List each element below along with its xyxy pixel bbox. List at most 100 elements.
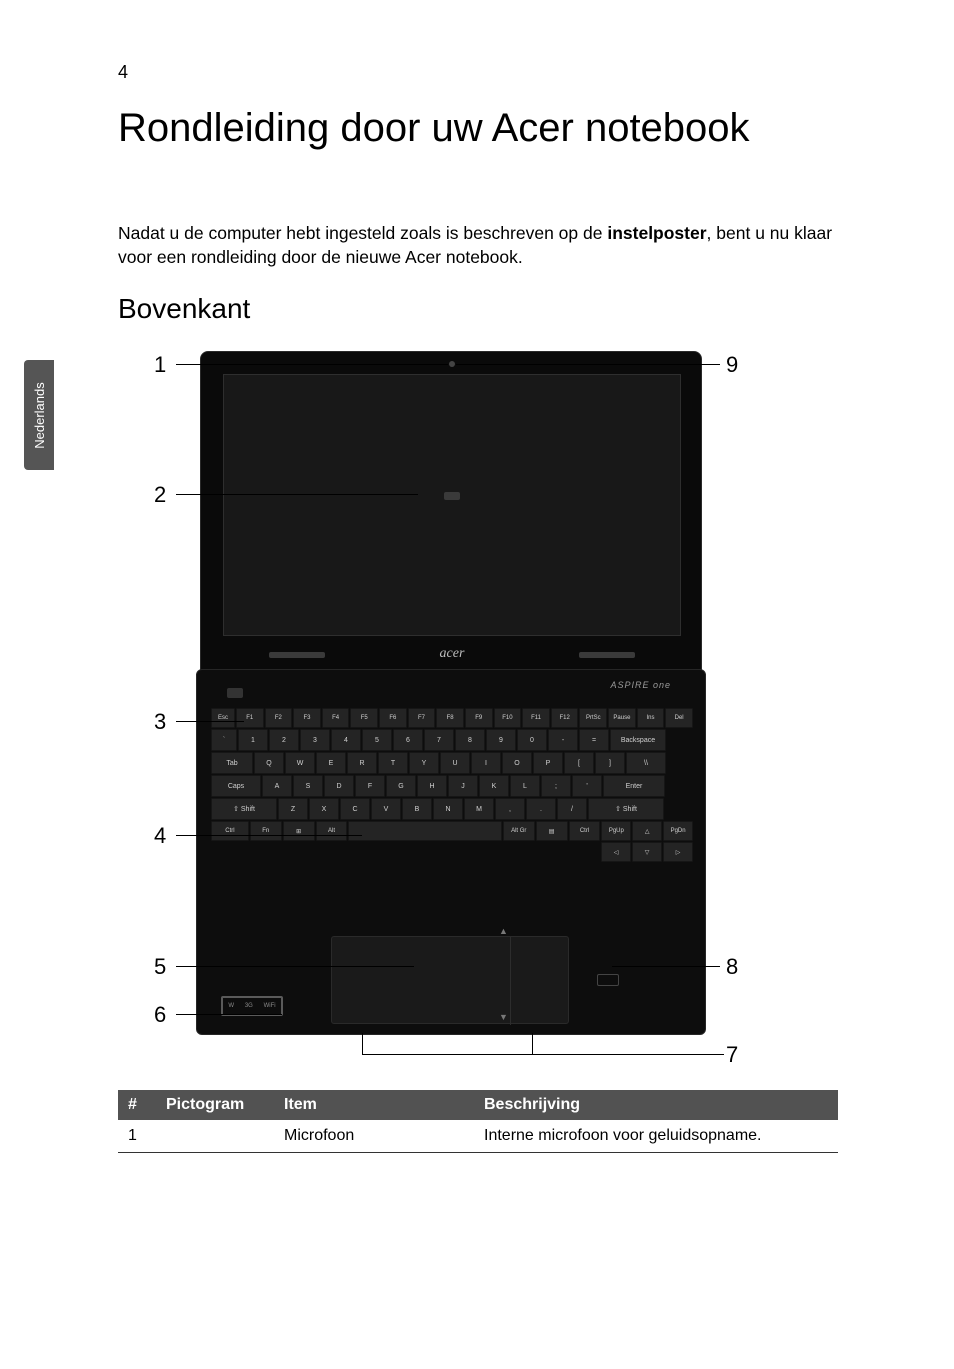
keyboard-key: U [440, 752, 470, 774]
keyboard-key: M [464, 798, 494, 820]
keyboard-key: 4 [331, 729, 361, 751]
callout-number: 2 [154, 482, 166, 508]
keyboard-key: O [502, 752, 532, 774]
keyboard-key: / [557, 798, 587, 820]
keyboard-key [348, 821, 501, 841]
language-tab: Nederlands [24, 360, 54, 470]
callout-leader [532, 1033, 533, 1054]
keyboard-key: T [378, 752, 408, 774]
components-table: # Pictogram Item Beschrijving 1Microfoon… [118, 1090, 838, 1153]
keyboard-key: 5 [362, 729, 392, 751]
keyboard-key: △ [632, 821, 662, 841]
keyboard-key: Caps [211, 775, 261, 797]
keyboard-key: Backspace [610, 729, 666, 751]
keyboard-key: PrtSc [579, 708, 607, 728]
keyboard-key: C [340, 798, 370, 820]
intro-text-bold: instelposter [607, 223, 706, 243]
keyboard-key: F3 [293, 708, 321, 728]
keyboard-key: 2 [269, 729, 299, 751]
keyboard-key: Q [254, 752, 284, 774]
keyboard-key: X [309, 798, 339, 820]
keyboard-key: V [371, 798, 401, 820]
keyboard-key: Ctrl [211, 821, 249, 841]
keyboard-key: ` [211, 729, 237, 751]
table-header-pictogram: Pictogram [166, 1096, 284, 1114]
keyboard-key: F11 [522, 708, 550, 728]
callout-leader [176, 364, 448, 365]
callout-leader [176, 494, 418, 495]
table-cell [166, 1127, 284, 1145]
keyboard-key: Ctrl [569, 821, 601, 841]
keyboard-key: ⇧ Shift [211, 798, 277, 820]
language-tab-label: Nederlands [32, 382, 47, 449]
callout-leader [176, 721, 244, 722]
callout-number: 3 [154, 709, 166, 735]
keyboard-key: I [471, 752, 501, 774]
keyboard-key: ' [572, 775, 602, 797]
keyboard-key: 9 [486, 729, 516, 751]
keyboard-key: ; [541, 775, 571, 797]
product-label: ASPIRE one [610, 680, 671, 690]
keyboard-key: Alt Gr [503, 821, 535, 841]
keyboard-key: R [347, 752, 377, 774]
keyboard-key: PgDn [663, 821, 693, 841]
intro-paragraph: Nadat u de computer hebt ingesteld zoals… [118, 222, 838, 269]
section-heading: Bovenkant [118, 293, 250, 325]
table-header-num: # [128, 1096, 166, 1114]
callout-number: 9 [726, 352, 738, 378]
keyboard-key: Pause [608, 708, 636, 728]
table-cell: Interne microfoon voor geluidsopname. [484, 1127, 828, 1145]
keyboard-key: [ [564, 752, 594, 774]
keyboard-key: ◁ [601, 842, 631, 862]
keyboard-key: D [324, 775, 354, 797]
page-title: Rondleiding door uw Acer notebook [118, 105, 750, 151]
palmrest-indicator [597, 974, 619, 986]
keyboard-key: K [479, 775, 509, 797]
keyboard-key: - [548, 729, 578, 751]
hinge-left [269, 652, 325, 658]
keyboard-key: J [448, 775, 478, 797]
keyboard-key: N [433, 798, 463, 820]
scroll-down-icon: ▼ [499, 1012, 508, 1022]
keyboard-key: ▷ [663, 842, 693, 862]
touchpad [331, 936, 569, 1024]
keyboard-key: 8 [455, 729, 485, 751]
keyboard-key: = [579, 729, 609, 751]
intro-text-before: Nadat u de computer hebt ingesteld zoals… [118, 223, 607, 243]
keyboard-key: F4 [322, 708, 350, 728]
keyboard-key: ▽ [632, 842, 662, 862]
switch-panel: W3GWiFi [221, 996, 283, 1016]
keyboard-key: 7 [424, 729, 454, 751]
callout-leader [176, 835, 362, 836]
laptop-illustration: acer ASPIRE one EscF1F2F3F4F5F6F7F8F9F10… [200, 351, 702, 1035]
touchpad-divider [510, 937, 511, 1025]
hinge-right [579, 652, 635, 658]
keyboard-key: Z [278, 798, 308, 820]
microphone-dot [449, 361, 455, 367]
keyboard-key: Esc [211, 708, 235, 728]
keyboard-key: F8 [436, 708, 464, 728]
keyboard-key: 6 [393, 729, 423, 751]
callout-leader [362, 1033, 363, 1054]
keyboard-key: 3 [300, 729, 330, 751]
webcam [444, 492, 460, 500]
keyboard-key: ⊞ [283, 821, 315, 841]
keyboard-key: P [533, 752, 563, 774]
power-button [227, 688, 243, 698]
keyboard-key: PgUp [601, 821, 631, 841]
callout-number: 7 [726, 1042, 738, 1068]
callout-number: 8 [726, 954, 738, 980]
keyboard-key: 0 [517, 729, 547, 751]
keyboard-key: F12 [551, 708, 579, 728]
keyboard: EscF1F2F3F4F5F6F7F8F9F10F11F12PrtScPause… [211, 708, 693, 926]
keyboard-key: . [526, 798, 556, 820]
keyboard-key: \\ [626, 752, 666, 774]
callout-number: 1 [154, 352, 166, 378]
page-number: 4 [118, 62, 128, 83]
keyboard-key: Fn [250, 821, 282, 841]
scroll-up-icon: ▲ [499, 926, 508, 936]
laptop-screen [223, 374, 681, 636]
callout-leader [456, 364, 720, 365]
table-row: 1MicrofoonInterne microfoon voor geluids… [118, 1120, 838, 1153]
keyboard-key: S [293, 775, 323, 797]
